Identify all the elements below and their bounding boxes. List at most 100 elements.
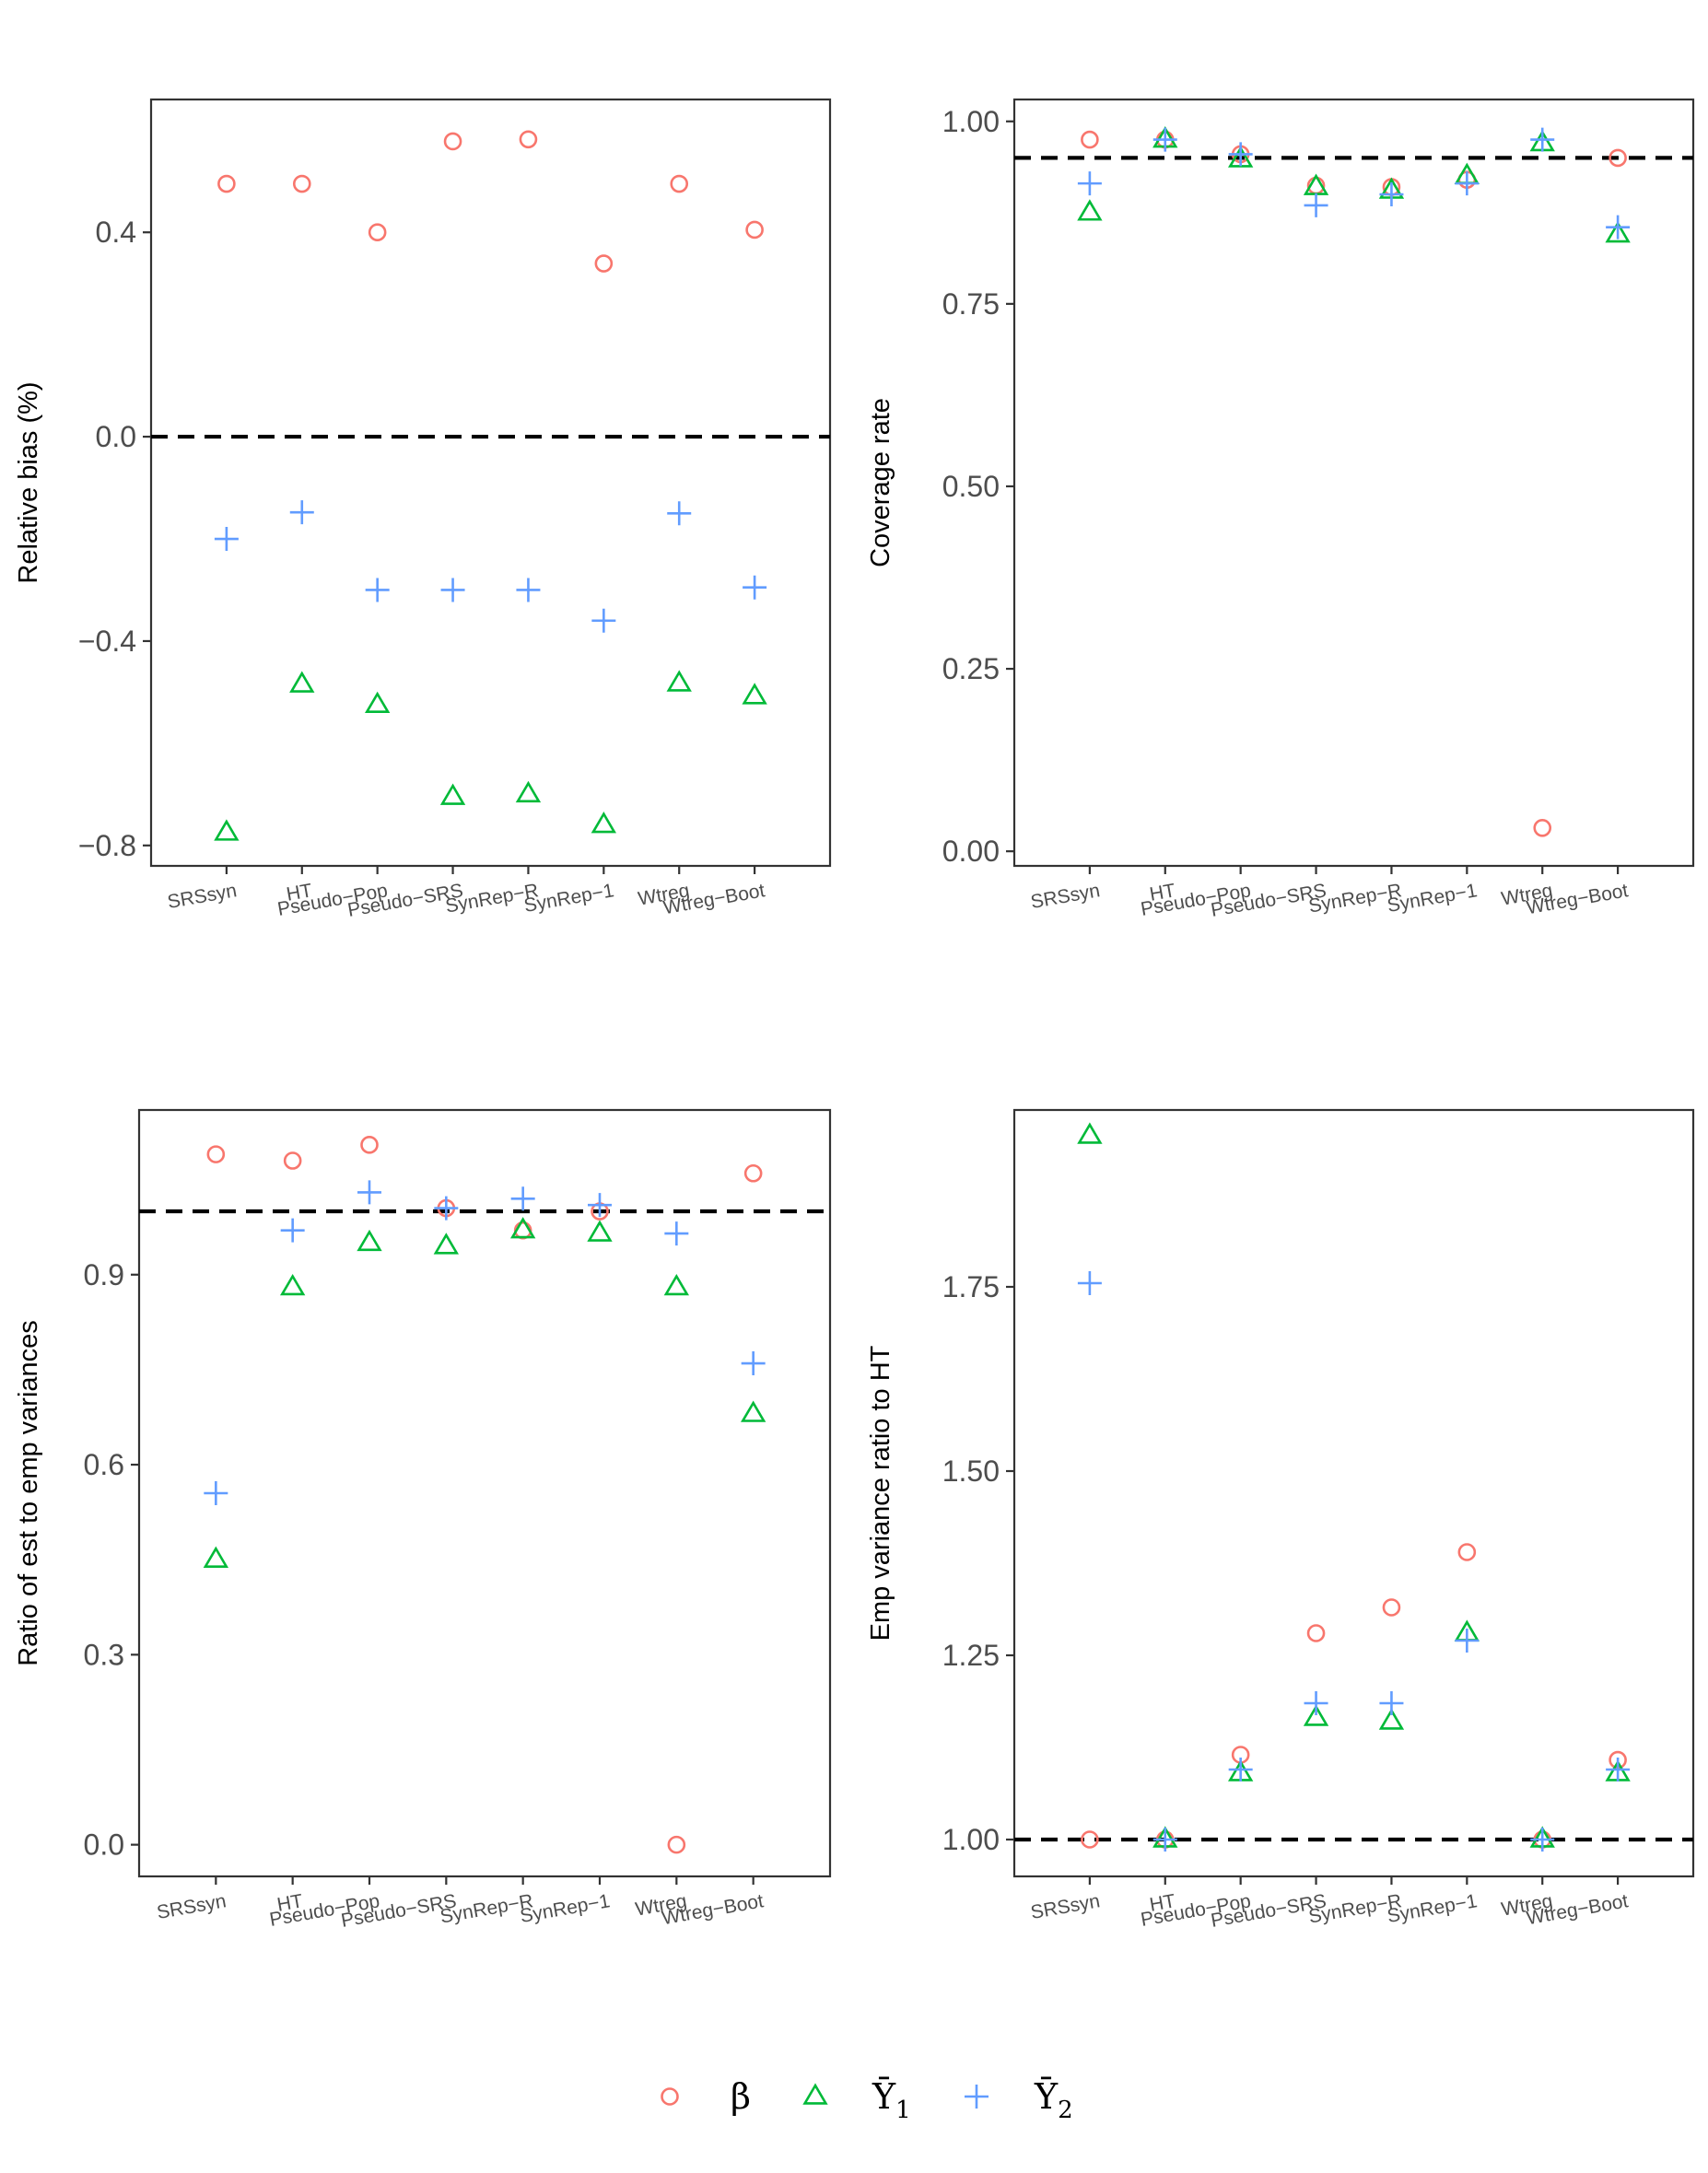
point-y2 <box>741 1351 766 1376</box>
point-y2 <box>204 1481 228 1505</box>
y-tick-label: 0.00 <box>942 835 1000 868</box>
x-tick-label: HT <box>1148 1890 1177 1916</box>
series-y1 <box>203 1217 766 1568</box>
point-y1 <box>591 812 617 834</box>
point-y1 <box>515 780 542 803</box>
point-beta <box>1533 818 1552 837</box>
point-y2 <box>357 1180 381 1205</box>
point-y1 <box>289 671 315 693</box>
y-tick-label: 0.3 <box>84 1638 124 1671</box>
y-axis-title: Relative bias (%) <box>14 381 43 583</box>
point-y2 <box>289 500 314 525</box>
point-beta <box>594 254 614 273</box>
legend-marker-y2 <box>965 2085 989 2109</box>
y-tick-label: 0.25 <box>942 652 1000 685</box>
point-y1 <box>203 1546 229 1568</box>
point-y2 <box>591 608 616 633</box>
x-tick-label: HT <box>275 1890 305 1916</box>
point-beta <box>1081 1830 1099 1849</box>
point-beta <box>670 174 689 193</box>
point-y2 <box>1379 1691 1404 1715</box>
point-beta <box>443 132 462 151</box>
point-beta <box>1609 148 1627 168</box>
point-y2 <box>743 575 767 600</box>
series-y2 <box>1077 1271 1631 1852</box>
legend: β Ȳ1 Ȳ2 <box>661 2076 1073 2124</box>
series-y1 <box>214 670 767 841</box>
y-axis-title: Emp variance ratio to HT <box>866 1345 895 1641</box>
point-y2 <box>1152 1828 1177 1852</box>
y-tick-label: 0.4 <box>96 216 136 249</box>
point-y2 <box>516 578 541 602</box>
point-y1 <box>587 1220 613 1242</box>
point-y2 <box>1530 127 1555 152</box>
point-y2 <box>588 1193 612 1218</box>
legend-label: Ȳ2 <box>1034 2076 1073 2124</box>
series-beta <box>217 130 764 273</box>
y-tick-label: 1.00 <box>942 105 1000 138</box>
point-y1 <box>357 1229 382 1252</box>
y-tick-label: 1.75 <box>942 1270 1000 1303</box>
point-beta <box>1382 1598 1401 1617</box>
y-tick-label: 0.75 <box>942 287 1000 321</box>
y-tick-label: 0.50 <box>942 470 1000 503</box>
point-y2 <box>1077 171 1102 196</box>
series-y2 <box>214 500 767 633</box>
point-beta <box>217 174 236 193</box>
y-tick-label: 1.25 <box>942 1639 1000 1672</box>
point-y1 <box>1303 1704 1329 1726</box>
y-tick-label: 1.00 <box>942 1823 1000 1856</box>
point-y1 <box>1378 1708 1405 1730</box>
point-y1 <box>742 683 767 705</box>
series-y2 <box>204 1180 766 1505</box>
point-y2 <box>214 527 239 552</box>
point-y2 <box>1379 182 1404 207</box>
point-y2 <box>1152 127 1177 152</box>
y-tick-label: 1.50 <box>942 1455 1000 1488</box>
legend-label: β <box>731 2076 751 2117</box>
point-y2 <box>1455 1629 1480 1653</box>
point-y2 <box>664 1221 689 1246</box>
point-beta <box>1081 130 1099 149</box>
point-beta <box>1457 1543 1477 1561</box>
y-axis-title: Coverage rate <box>866 398 895 567</box>
point-y1 <box>433 1233 460 1255</box>
point-y2 <box>365 578 390 602</box>
point-y1 <box>214 819 240 841</box>
legend-item-y1: Ȳ1 <box>802 2076 911 2124</box>
point-beta <box>206 1145 226 1163</box>
point-y2 <box>1228 1758 1253 1782</box>
legend-marker-beta <box>661 2087 679 2106</box>
point-beta <box>368 223 387 242</box>
panel-border <box>137 1108 832 1878</box>
point-y2 <box>1606 215 1631 239</box>
point-y1 <box>1605 221 1631 243</box>
point-beta <box>667 1835 686 1854</box>
point-y2 <box>1304 1691 1328 1715</box>
panel-border <box>1012 98 1695 868</box>
y-tick-label: −0.4 <box>78 625 136 658</box>
point-y2 <box>1228 142 1253 167</box>
point-y1 <box>1077 1122 1103 1144</box>
y-tick-label: −0.8 <box>78 829 136 862</box>
point-beta <box>745 220 764 239</box>
point-y1 <box>663 1273 690 1296</box>
legend-marker-y1 <box>802 2083 828 2105</box>
x-tick-label: HT <box>1148 880 1177 905</box>
point-beta <box>283 1151 302 1170</box>
point-y2 <box>280 1218 305 1243</box>
point-y1 <box>509 1217 536 1239</box>
point-beta <box>519 130 538 149</box>
legend-item-beta: β <box>661 2076 751 2117</box>
y-tick-label: 0.9 <box>84 1258 124 1291</box>
panel-border <box>149 98 832 868</box>
point-y2 <box>434 1196 459 1221</box>
legend-label: Ȳ1 <box>872 2076 911 2124</box>
point-y2 <box>510 1186 535 1211</box>
point-y1 <box>666 670 692 692</box>
point-y1 <box>364 691 391 714</box>
point-y1 <box>439 783 466 805</box>
